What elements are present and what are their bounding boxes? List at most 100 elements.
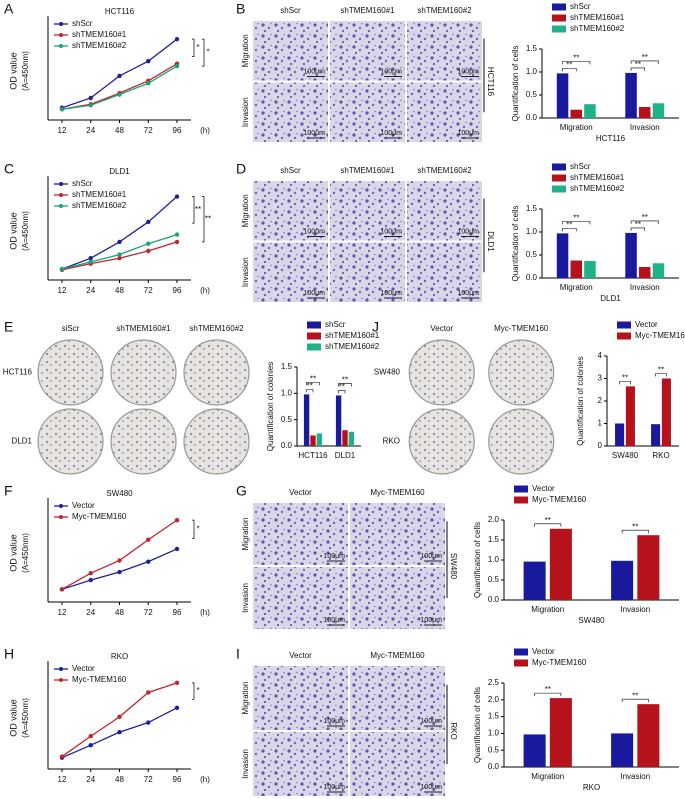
x-tick-label: 96 (173, 126, 182, 135)
legend-label: Vector (72, 664, 95, 673)
x-tick-label: 72 (144, 775, 153, 784)
scale-label: 100μm (323, 617, 345, 624)
legend-label: shTMEM160#1 (72, 30, 127, 39)
bar (549, 698, 572, 767)
legend-label: shTMEM160#2 (72, 41, 127, 50)
legend-label: shTMEM160#2 (570, 184, 625, 193)
sig-label: ** (566, 60, 572, 69)
bar (335, 395, 342, 446)
legend-swatch (514, 496, 528, 504)
column-label: Vector (289, 488, 312, 497)
legend-swatch (617, 321, 631, 329)
row-label: SW480 (374, 368, 401, 377)
legend-swatch (307, 321, 321, 329)
x-tick-label: Invasion (620, 772, 650, 781)
scale-label: 100μm (457, 228, 479, 235)
y-tick-label: 1 (598, 419, 603, 428)
side-label: DLD1 (486, 231, 495, 252)
bar (556, 233, 569, 278)
row-label: Invasion (241, 257, 250, 287)
sig-label: ** (632, 691, 638, 700)
micrograph (350, 567, 445, 629)
chart-title: DLD1 (109, 167, 130, 176)
data-point (146, 537, 151, 542)
scale-label: 100μm (380, 68, 402, 75)
legend-marker (59, 504, 63, 508)
sig-bracket (306, 382, 320, 386)
bar (625, 232, 637, 278)
x-axis-label: (h) (200, 126, 210, 135)
column-label: Myc-TMEM160 (370, 651, 425, 660)
sig-bracket (306, 389, 314, 393)
side-label: HCT116 (486, 67, 495, 97)
legend-marker (59, 22, 63, 26)
culture-dish (408, 339, 475, 406)
row-label: Invasion (241, 97, 250, 127)
column-label: shTMEM160#1 (116, 324, 171, 333)
series-line (61, 548, 178, 590)
y-tick-label: 2.0 (488, 695, 500, 704)
y-axis-unit: (A=450nm) (21, 698, 30, 738)
legend-label: Vector (532, 484, 555, 493)
data-point (117, 714, 122, 720)
x-tick-label: 96 (173, 286, 182, 295)
legend-swatch (552, 163, 566, 171)
series-line (61, 682, 178, 758)
bar (652, 103, 665, 118)
x-tick-label: 48 (115, 775, 124, 784)
legend-marker (59, 678, 63, 682)
y-axis-unit: (A=450nm) (21, 51, 30, 91)
sig-bracket (630, 67, 646, 71)
sig-bracket (192, 196, 195, 224)
legend-marker (59, 33, 63, 37)
x-tick-label: Invasion (620, 605, 650, 614)
data-point (117, 73, 122, 79)
data-point (88, 733, 93, 739)
culture-dish (488, 408, 555, 475)
x-tick-label: Migration (531, 605, 564, 614)
x-tick-label: HCT116 (298, 451, 328, 460)
scale-label: 100μm (420, 553, 442, 560)
data-point (174, 63, 180, 69)
y-axis-label: Quantification of colonies (266, 362, 275, 451)
bar (342, 430, 348, 446)
sig-bracket (630, 60, 659, 64)
legend-label: Myc-TMEM160 (635, 331, 685, 340)
sig-label: ** (573, 53, 579, 62)
y-tick-label: 0.0 (281, 441, 293, 450)
y-axis-label: Quantification of cells (473, 522, 482, 598)
panel-letter: G (236, 483, 247, 499)
y-tick-label: 0.0 (488, 762, 500, 771)
legend-swatch (514, 659, 528, 667)
panel-letter: E (4, 319, 13, 335)
micrograph (350, 666, 445, 730)
data-point (88, 103, 93, 108)
y-axis-label: Quantification of colonies (576, 356, 585, 445)
y-tick-label: 1.0 (281, 388, 293, 397)
bar (523, 734, 546, 767)
y-tick-label: 1.5 (488, 535, 500, 544)
data-point (174, 194, 180, 199)
legend-swatch (552, 3, 566, 11)
culture-dish (37, 339, 104, 406)
y-tick-label: 0.0 (488, 595, 500, 604)
panel-letter: C (4, 161, 14, 177)
y-tick-label: 0.5 (526, 90, 538, 99)
data-point (117, 569, 122, 575)
series-line (61, 65, 178, 110)
data-point (117, 252, 122, 257)
culture-dish (183, 408, 250, 475)
sig-bracket (202, 38, 205, 67)
scale-label: 100μm (420, 784, 442, 791)
data-point (146, 219, 151, 225)
micrograph (407, 181, 482, 241)
data-point (146, 248, 151, 254)
column-label: Vector (289, 651, 312, 660)
y-axis-label: OD value (8, 699, 18, 737)
legend-marker (59, 204, 63, 208)
data-point (59, 107, 65, 112)
bar (570, 109, 583, 118)
data-point (146, 690, 151, 695)
sig-label: ** (310, 374, 316, 383)
series-line (61, 519, 178, 590)
